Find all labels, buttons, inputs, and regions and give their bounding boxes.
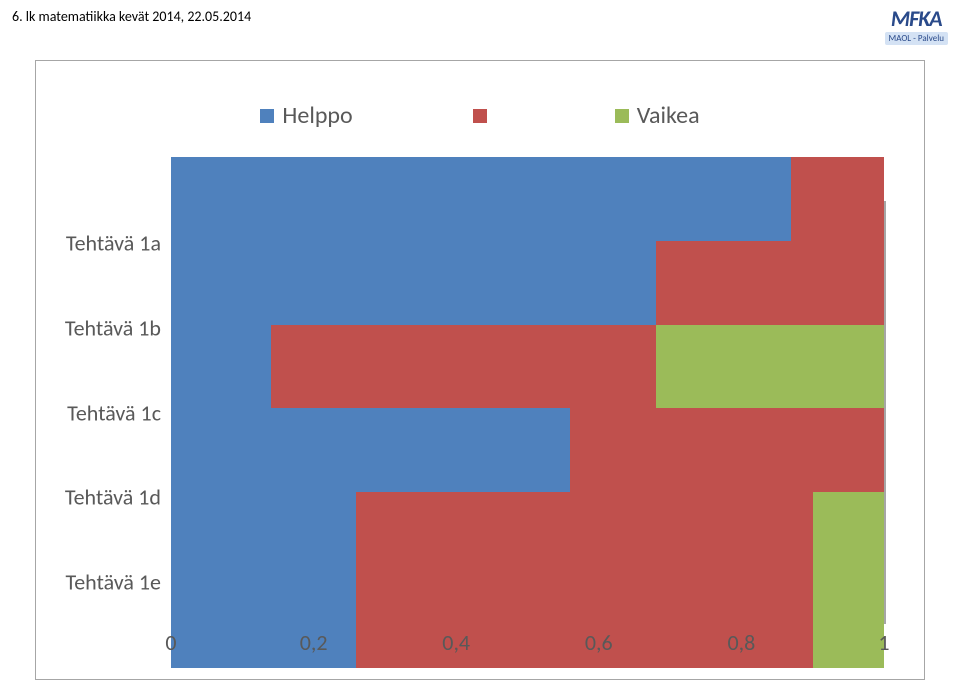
x-axis-labels: 00,20,40,60,81 [171, 629, 884, 659]
chart-legend: Helppo Vaikea [36, 101, 924, 130]
x-axis-label: 0,6 [585, 629, 613, 656]
page-header: 6. lk matematiikka kevät 2014, 22.05.201… [12, 8, 948, 45]
plot-wrap: Tehtävä 1aTehtävä 1bTehtävä 1cTehtävä 1d… [171, 201, 884, 624]
legend-item-vaikea: Vaikea [615, 101, 700, 130]
logo-main: MFKA [891, 8, 942, 30]
page-title: 6. lk matematiikka kevät 2014, 22.05.201… [12, 8, 251, 25]
x-axis-label: 0 [165, 629, 176, 656]
x-axis-label: 0,4 [442, 629, 470, 656]
y-axis-label: Tehtävä 1e [41, 568, 161, 595]
legend-label: Helppo [282, 101, 352, 130]
y-axis-labels: Tehtävä 1a Tehtävä 1b Tehtävä 1c Tehtävä 1d… [41, 201, 161, 624]
gridline-v [884, 201, 886, 624]
legend-swatch [260, 109, 274, 123]
chart-frame: Helppo Vaikea Tehtävä 1a Tehtävä 1b Tehtäv… [35, 60, 925, 680]
x-axis-label: 1 [878, 629, 889, 656]
y-axis-label: Tehtävä 1b [41, 314, 161, 341]
y-axis-label: Tehtävä 1d [41, 484, 161, 511]
legend-label: Vaikea [637, 101, 700, 130]
legend-item-helppo: Helppo [260, 101, 352, 130]
y-axis-label: Tehtävä 1c [41, 399, 161, 426]
logo-sub: MAOL - Palvelu [885, 32, 948, 45]
legend-swatch [615, 109, 629, 123]
legend-swatch [473, 109, 487, 123]
x-axis-label: 0,8 [727, 629, 755, 656]
legend-item-mid [473, 101, 495, 130]
logo: MFKA MAOL - Palvelu [885, 8, 948, 45]
x-axis-label: 0,2 [300, 629, 328, 656]
y-axis-label: Tehtävä 1a [41, 230, 161, 257]
plot-area [171, 201, 884, 624]
